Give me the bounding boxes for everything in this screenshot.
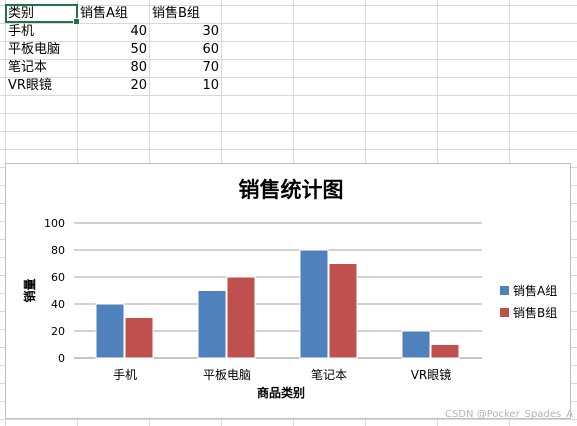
watermark-text: CSDN @Pocker_Spades_A: [445, 409, 574, 420]
category-cell[interactable]: 手机: [8, 24, 35, 39]
legend-label-group-b: 销售B组: [513, 305, 557, 320]
header-cell-category[interactable]: 类别: [8, 6, 35, 21]
value-cell-group-a[interactable]: 50: [130, 42, 147, 57]
y-tick-label: 60: [51, 271, 65, 284]
category-cell[interactable]: 平板电脑: [8, 42, 61, 57]
legend-swatch-group-a: [500, 286, 509, 295]
value-cell-group-a[interactable]: 40: [130, 24, 147, 39]
y-tick-label: 80: [51, 244, 65, 257]
chart-title: 销售统计图: [239, 178, 344, 202]
y-tick-label: 40: [51, 298, 65, 311]
bar-chart-object[interactable]: 销售统计图 0 20 40 60 80 100 手机 平板电脑 笔记本 VR眼镜商品类别 销量 销售A组…: [5, 163, 571, 419]
legend-label-group-a: 销售A组: [513, 283, 557, 298]
bar-group-b: [124, 317, 154, 359]
bar-group-b: [226, 276, 256, 359]
value-cell-group-b[interactable]: 60: [202, 42, 219, 57]
value-cell-group-b[interactable]: 10: [202, 78, 219, 93]
x-tick-label: 平板电脑: [203, 368, 251, 382]
legend-swatch-group-b: [500, 308, 509, 317]
value-cell-group-b[interactable]: 70: [202, 60, 219, 75]
x-axis-title: 商品类别: [257, 385, 305, 400]
x-tick-label: VR眼镜: [411, 367, 452, 382]
y-tick-label: 20: [51, 325, 65, 338]
category-cell[interactable]: 笔记本: [8, 60, 48, 75]
category-cell[interactable]: VR眼镜: [8, 78, 52, 93]
value-cell-group-a[interactable]: 80: [130, 60, 147, 75]
value-cell-group-b[interactable]: 30: [202, 24, 219, 39]
x-tick-label: 笔记本: [311, 367, 347, 382]
header-cell-group-b[interactable]: 销售B组: [152, 6, 200, 21]
bar-group-b: [328, 263, 358, 359]
bar-group-a: [401, 330, 431, 359]
x-tick-label: 手机: [113, 368, 137, 382]
active-cell-selection[interactable]: [5, 4, 80, 25]
value-cell-group-a[interactable]: 20: [130, 78, 147, 93]
bar-group-a: [299, 249, 329, 359]
y-tick-label: 100: [44, 217, 65, 230]
bar-group-a: [197, 290, 227, 359]
y-tick-label: 0: [58, 352, 65, 365]
bar-group-b: [430, 344, 460, 359]
header-cell-group-a[interactable]: 销售A组: [80, 6, 128, 21]
y-axis-title: 销量: [22, 278, 37, 302]
bar-group-a: [95, 303, 125, 359]
